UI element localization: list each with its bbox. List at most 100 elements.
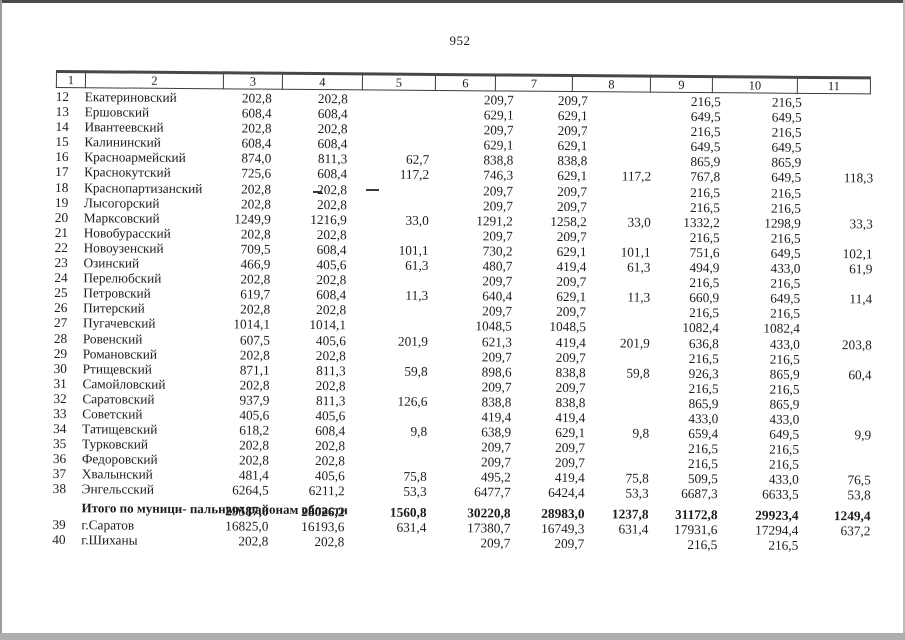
value-cell: 649,5 xyxy=(770,290,801,307)
value-cell: 637,2 xyxy=(840,522,871,539)
value-cell: 405,6 xyxy=(239,407,270,423)
row-number: 25 xyxy=(54,285,68,301)
value-cell: 216,5 xyxy=(688,380,719,396)
value-cell: 216,5 xyxy=(771,185,802,201)
value-cell: 101,1 xyxy=(620,244,651,260)
value-cell: 209,7 xyxy=(482,273,513,289)
value-cell: 202,8 xyxy=(241,90,272,106)
value-cell: 638,9 xyxy=(481,424,512,440)
district-name: Перелюбский xyxy=(83,270,162,286)
value-cell xyxy=(799,382,871,398)
value-cell xyxy=(585,380,649,396)
value-cell xyxy=(588,108,652,124)
value-cell: 216,5 xyxy=(688,350,719,366)
value-cell: 11,3 xyxy=(405,287,429,304)
value-cell: 9,8 xyxy=(632,425,650,441)
row-number: 14 xyxy=(55,119,69,135)
value-cell: 216,5 xyxy=(689,199,721,215)
value-cell: 75,8 xyxy=(625,470,649,487)
row-number: 30 xyxy=(53,360,68,376)
value-cell: 209,7 xyxy=(480,535,511,551)
value-cell xyxy=(346,348,428,364)
value-cell: 216,5 xyxy=(689,275,720,291)
value-cell xyxy=(801,155,873,171)
row-number: 36 xyxy=(52,451,67,467)
value-cell xyxy=(346,303,428,319)
value-cell: 621,3 xyxy=(481,333,512,350)
row-number: 17 xyxy=(55,164,69,180)
value-cell xyxy=(585,455,649,471)
value-cell: 216,5 xyxy=(690,93,721,110)
value-cell xyxy=(801,185,873,201)
value-cell: 53,8 xyxy=(847,487,871,503)
scan-edge-top xyxy=(0,0,905,3)
row-number: 26 xyxy=(54,300,68,316)
scan-edge-bottom xyxy=(0,633,905,640)
column-header-cell: 6 xyxy=(435,74,496,91)
district-name: Хвалынский xyxy=(81,466,153,483)
value-cell: 202,8 xyxy=(240,196,272,212)
value-cell: 838,8 xyxy=(557,153,588,169)
row-number: 28 xyxy=(53,330,68,346)
value-cell: 76,5 xyxy=(847,472,871,488)
value-cell: 433,0 xyxy=(769,336,800,352)
value-cell xyxy=(586,350,650,366)
value-cell xyxy=(585,395,649,411)
value-cell: 30220,8 xyxy=(467,504,511,521)
value-cell: 209,7 xyxy=(556,304,587,320)
district-name: Энгельсский xyxy=(81,481,155,498)
value-cell: 209,7 xyxy=(557,183,588,199)
value-cell: 209,7 xyxy=(556,228,587,245)
value-cell: 926,3 xyxy=(688,365,719,381)
value-cell: 216,5 xyxy=(770,230,801,246)
value-cell: 216,5 xyxy=(689,229,720,246)
value-cell: 16193,6 xyxy=(301,518,345,534)
row-number: 23 xyxy=(54,255,68,271)
value-cell: 102,1 xyxy=(842,246,873,262)
value-cell: 494,9 xyxy=(689,260,720,276)
value-cell: 61,9 xyxy=(849,261,873,277)
value-cell: 202,8 xyxy=(314,453,345,469)
value-cell: 1249,9 xyxy=(234,211,271,227)
district-name: г.Саратов xyxy=(81,516,135,533)
row-number: 35 xyxy=(53,436,67,452)
district-name: Краснокутский xyxy=(84,164,171,181)
value-cell: 6264,5 xyxy=(232,482,269,499)
value-cell xyxy=(801,231,873,247)
value-cell: 649,5 xyxy=(690,109,721,125)
value-cell: 216,5 xyxy=(769,441,800,458)
value-cell: 6477,7 xyxy=(474,484,511,501)
value-cell: 62,7 xyxy=(405,152,430,168)
value-cell: 209,7 xyxy=(556,198,588,214)
value-cell: 216,5 xyxy=(771,94,802,110)
column-header-cell: 11 xyxy=(797,77,871,94)
district-name: Красноармейский xyxy=(84,149,186,166)
value-cell: 636,8 xyxy=(688,335,719,351)
value-cell: 202,8 xyxy=(238,533,269,549)
column-header-cell: 10 xyxy=(712,76,798,94)
value-cell: 629,1 xyxy=(557,138,588,154)
district-name: г.Шиханы xyxy=(81,531,138,548)
value-cell: 433,0 xyxy=(688,410,719,427)
totals-label: Итого по муници- пальным районам области xyxy=(81,500,348,518)
row-number: 20 xyxy=(54,209,69,225)
row-number: 22 xyxy=(54,239,68,256)
value-cell: 419,4 xyxy=(554,470,585,486)
value-cell: 33,0 xyxy=(627,214,651,230)
data-table: 12 Екатериновский 202,8 202,8 209,7 209,7 216,… xyxy=(52,89,874,553)
value-cell: 118,3 xyxy=(843,170,874,186)
value-cell: 405,6 xyxy=(315,332,346,348)
value-cell: 898,6 xyxy=(481,364,512,380)
value-cell: 631,4 xyxy=(396,519,427,535)
district-name: Ершовский xyxy=(84,104,150,120)
value-cell xyxy=(802,110,874,126)
value-cell: 28983,0 xyxy=(541,505,585,521)
value-cell: 209,7 xyxy=(557,92,588,109)
scan-edge-left xyxy=(0,0,2,640)
value-cell: 216,5 xyxy=(770,305,801,322)
value-cell: 481,4 xyxy=(238,467,269,484)
value-cell: 767,8 xyxy=(690,169,721,185)
value-cell: 730,2 xyxy=(482,243,513,259)
value-cell: 1249,4 xyxy=(833,507,871,523)
